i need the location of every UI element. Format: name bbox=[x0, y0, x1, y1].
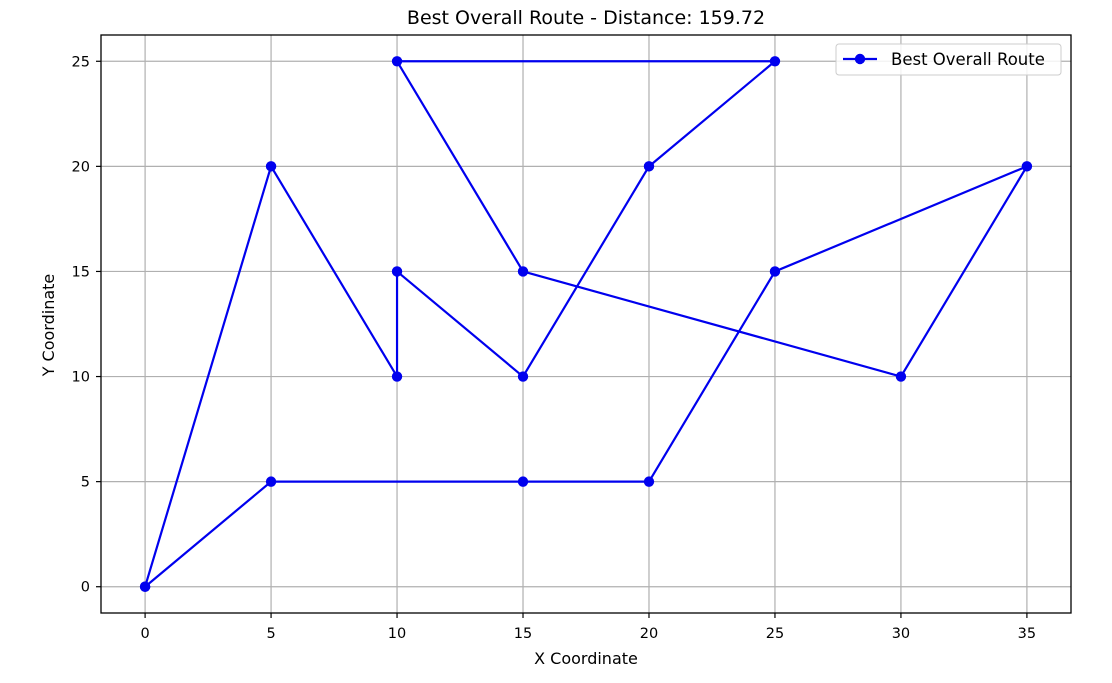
route-point bbox=[391, 56, 403, 67]
legend-marker-swatch bbox=[854, 53, 866, 65]
x-tick-label: 25 bbox=[766, 626, 784, 642]
x-axis-label: X Coordinate bbox=[534, 649, 638, 668]
legend-label: Best Overall Route bbox=[891, 50, 1045, 69]
legend: Best Overall Route bbox=[835, 43, 1062, 76]
x-tick-label: 30 bbox=[892, 626, 910, 642]
route-point bbox=[643, 161, 655, 172]
y-tick-label: 0 bbox=[81, 580, 90, 596]
y-tick-label: 25 bbox=[72, 54, 90, 70]
route-point bbox=[517, 266, 529, 277]
route-point bbox=[391, 266, 403, 277]
x-tick-label: 15 bbox=[514, 626, 532, 642]
route-point bbox=[895, 371, 907, 382]
y-tick-label: 20 bbox=[72, 159, 90, 175]
x-tick-label: 5 bbox=[266, 626, 275, 642]
route-point bbox=[769, 266, 781, 277]
route-point bbox=[517, 371, 529, 382]
y-tick-label: 10 bbox=[72, 370, 90, 386]
x-tick-label: 35 bbox=[1018, 626, 1036, 642]
series-layer bbox=[139, 56, 1033, 592]
plot-frame bbox=[100, 34, 1072, 614]
grid bbox=[101, 35, 1071, 613]
route-point bbox=[391, 371, 403, 382]
y-tick-label: 15 bbox=[72, 264, 90, 280]
x-tick-label: 0 bbox=[140, 626, 149, 642]
y-axis-label: Y Coordinate bbox=[39, 274, 58, 378]
axis-ticks: 0 5 10 15 20 25 30 35 0 5 10 15 20 25 bbox=[72, 54, 1037, 642]
route-line bbox=[144, 60, 1029, 588]
route-point bbox=[265, 161, 277, 172]
y-tick-label: 5 bbox=[81, 475, 90, 491]
x-tick-label: 20 bbox=[640, 626, 658, 642]
route-point bbox=[643, 476, 655, 487]
route-point bbox=[1021, 161, 1033, 172]
route-point bbox=[265, 476, 277, 487]
chart-title: Best Overall Route - Distance: 159.72 bbox=[407, 7, 765, 29]
route-point bbox=[769, 56, 781, 67]
x-tick-label: 10 bbox=[388, 626, 406, 642]
route-point bbox=[139, 581, 151, 592]
legend-box bbox=[835, 43, 1062, 76]
route-point bbox=[517, 476, 529, 487]
